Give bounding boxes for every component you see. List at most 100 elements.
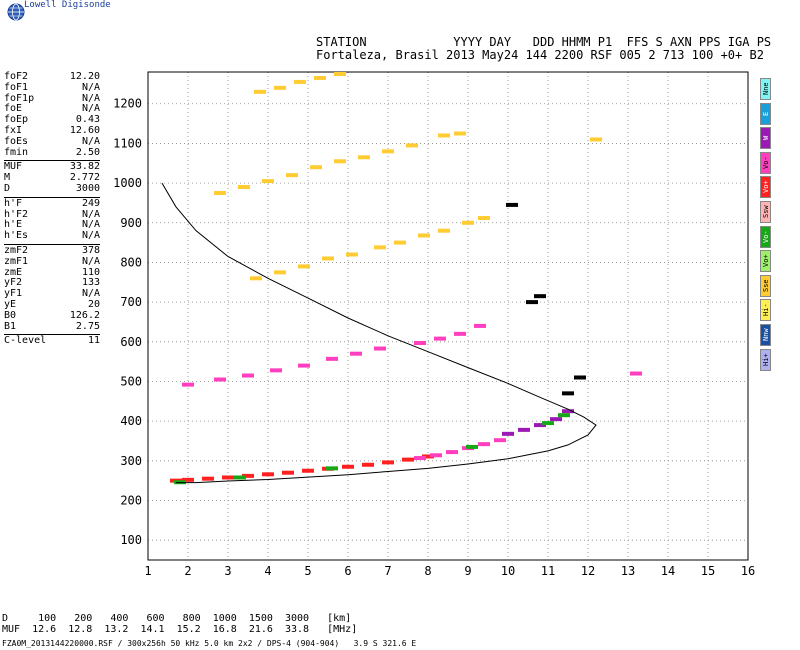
echo-point — [302, 468, 314, 473]
echo-point — [238, 185, 250, 190]
echo-point — [282, 470, 294, 475]
muf-distance-table: D 100 200 400 600 800 1000 1500 3000 [km… — [2, 613, 357, 635]
echo-point — [454, 131, 466, 136]
x-tick-labels: 1 2 3 4 5 6 7 8 9 10 11 12 13 14 15 16 — [144, 564, 755, 578]
header-columns: STATION YYYY DAY DDD HHMM P1 FFS S AXN P… — [316, 35, 772, 49]
param-row: foF1p N/A — [4, 92, 100, 105]
legend-item: Vo+ — [760, 250, 771, 273]
legend-item: Ssw — [760, 200, 771, 223]
param-value: 133 — [81, 277, 100, 289]
echo-point — [262, 179, 274, 184]
plot-frame — [147, 71, 749, 561]
distance-row: D 100 200 400 600 800 1000 1500 3000 [km… — [2, 613, 352, 624]
x-tick-label: 9 — [464, 564, 471, 578]
y-tick-label: 1100 — [113, 136, 142, 150]
y-tick-label: 300 — [120, 454, 142, 468]
echo-point — [346, 252, 358, 257]
y-tick-label: 900 — [120, 216, 142, 230]
param-value: 11 — [87, 335, 100, 347]
x-tick-label: 5 — [304, 564, 311, 578]
file-info-footer: FZA0M_2013144220000.RSF / 300x256h 50 kH… — [2, 639, 417, 648]
param-value: 2.75 — [75, 320, 100, 332]
param-name: foF2 — [4, 71, 29, 82]
echo-point — [182, 477, 194, 482]
echo-point — [474, 323, 486, 328]
echo-point — [438, 228, 450, 233]
echo-point — [394, 240, 406, 245]
x-tick-label: 3 — [224, 564, 231, 578]
param-value: 12.20 — [69, 71, 100, 82]
echo-point — [518, 427, 530, 432]
echo-point — [478, 216, 490, 221]
echo-point — [342, 464, 354, 469]
param-row: zmE 110 — [4, 267, 100, 279]
param-name: fxI — [4, 124, 23, 136]
param-name: zmF1 — [4, 255, 29, 267]
echo-point — [506, 202, 518, 207]
echo-point — [202, 476, 214, 481]
param-value: N/A — [81, 255, 100, 267]
param-value: N/A — [81, 92, 100, 104]
echo-point — [326, 466, 338, 471]
echo-point — [430, 453, 442, 458]
param-value: 3000 — [75, 182, 100, 194]
y-tick-label: 700 — [120, 295, 142, 309]
param-separator — [4, 334, 100, 336]
param-row: yF2 133 — [4, 278, 100, 289]
x-tick-label: 16 — [741, 564, 755, 578]
param-name: h'F — [4, 197, 23, 209]
echo-point — [446, 450, 458, 455]
echo-point — [630, 371, 642, 376]
param-row: foEp 0.43 — [4, 114, 100, 126]
param-name: M — [4, 172, 11, 184]
param-name: yE — [4, 298, 17, 310]
param-name: foF1p — [4, 92, 35, 104]
echo-point — [310, 165, 322, 170]
echo-point — [462, 220, 474, 225]
legend-item: Nnw — [760, 323, 771, 346]
echo-point — [502, 431, 514, 436]
echo-point — [298, 363, 310, 368]
x-tick-label: 13 — [621, 564, 635, 578]
param-row: h'F2 N/A — [4, 208, 100, 221]
polarization-legend: Nne E W Vo- Vo+ Ssw Vo- Vo+ Sse Hi- Nnw Hi+ — [760, 78, 772, 373]
echo-point — [362, 462, 374, 467]
x-tick-label: 15 — [701, 564, 715, 578]
param-name: yF2 — [4, 277, 23, 289]
echo-point — [214, 377, 226, 382]
param-name: C-level — [4, 335, 47, 347]
param-value: 378 — [81, 244, 100, 256]
echo-point — [406, 143, 418, 148]
echo-point — [534, 423, 546, 428]
echo-point — [438, 133, 450, 138]
x-tick-label: 1 — [144, 564, 151, 578]
echo-point — [270, 368, 282, 373]
echo-point — [350, 351, 362, 356]
param-value: 20 — [87, 298, 100, 310]
param-row: foE N/A — [4, 104, 100, 115]
echo-point — [590, 137, 602, 142]
y-tick-label: 500 — [120, 374, 142, 388]
echo-point — [334, 159, 346, 164]
echo-point — [274, 85, 286, 90]
param-value: N/A — [81, 288, 100, 300]
legend-item: W — [760, 127, 771, 150]
brand-label: Lowell Digisonde — [24, 0, 111, 10]
echo-point — [494, 438, 506, 443]
echo-point — [274, 270, 286, 275]
param-name: h'F2 — [4, 208, 29, 220]
scaled-parameters-panel: foF2 12.20 foF1 N/A foF1p N/A foE N/A foEp 0.43 fx… — [4, 71, 100, 347]
param-row: foF1 N/A — [4, 81, 100, 94]
param-name: B1 — [4, 320, 17, 332]
param-name: foF1 — [4, 81, 29, 93]
param-row: zmF1 N/A — [4, 255, 100, 268]
y-tick-label: 1000 — [113, 176, 142, 190]
echo-point — [242, 373, 254, 378]
echo-point — [254, 89, 266, 94]
param-row: yE 20 — [4, 298, 100, 311]
param-name: foEs — [4, 135, 29, 147]
param-row: M 2.772 — [4, 172, 100, 184]
param-separator — [4, 160, 100, 162]
x-tick-label: 7 — [384, 564, 391, 578]
x-tick-label: 6 — [344, 564, 351, 578]
